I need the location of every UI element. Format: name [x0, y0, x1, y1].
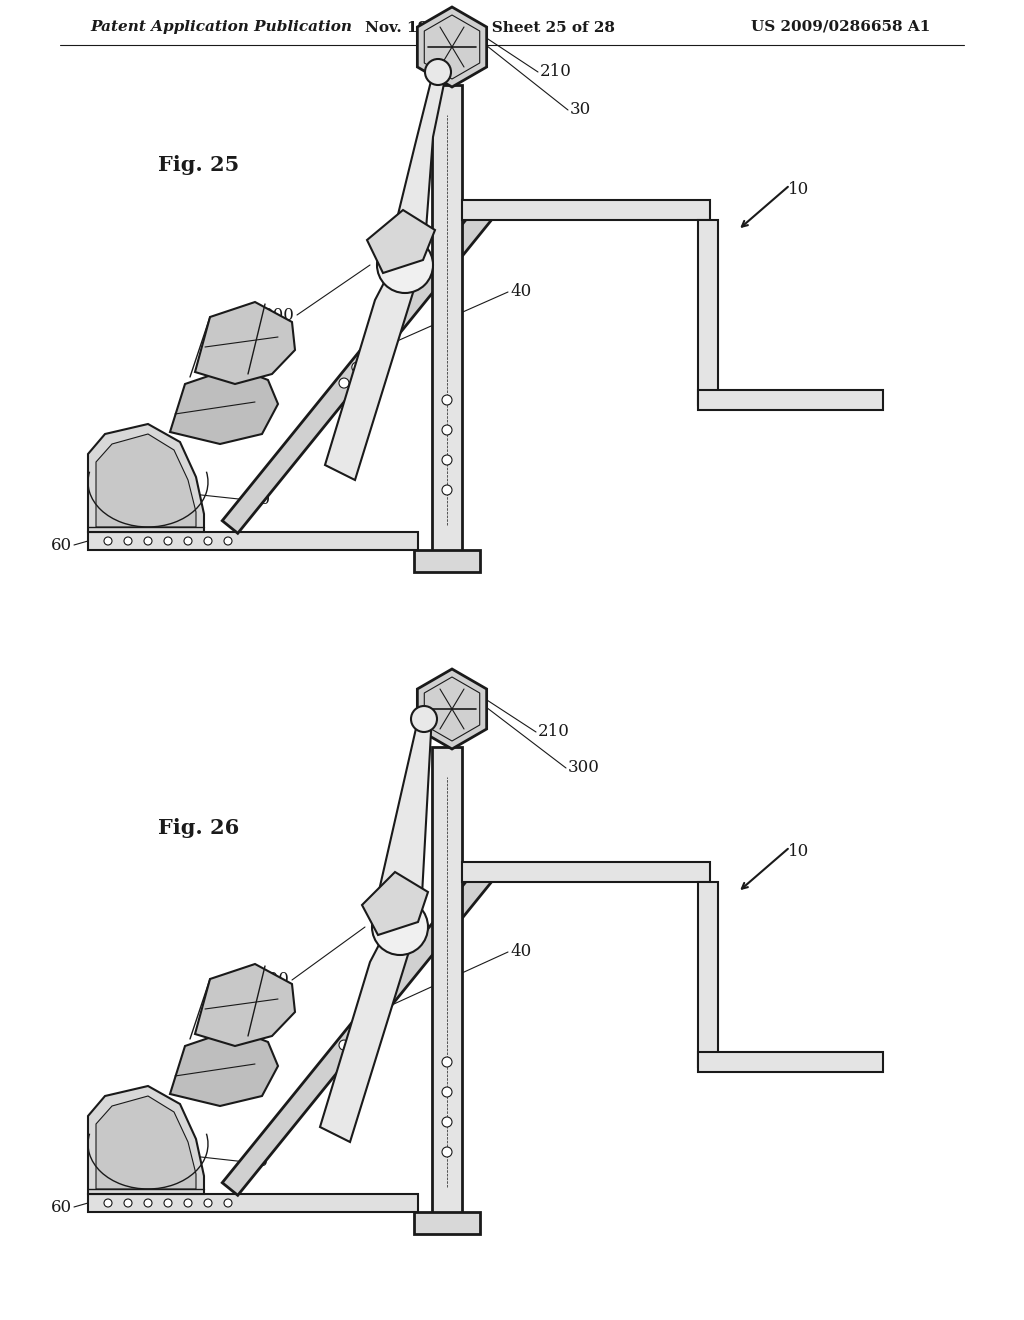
- Polygon shape: [319, 932, 415, 1142]
- Circle shape: [339, 378, 349, 388]
- Text: 30: 30: [570, 102, 591, 119]
- Circle shape: [442, 484, 452, 495]
- Polygon shape: [418, 7, 486, 87]
- Bar: [414, 550, 480, 572]
- Text: 40: 40: [510, 284, 531, 301]
- Circle shape: [352, 362, 361, 372]
- Text: 200: 200: [258, 972, 290, 989]
- Polygon shape: [170, 367, 278, 444]
- Text: 210: 210: [540, 63, 571, 81]
- Circle shape: [365, 346, 375, 356]
- Circle shape: [411, 706, 437, 733]
- Polygon shape: [378, 714, 432, 909]
- Circle shape: [365, 1008, 375, 1018]
- Circle shape: [425, 59, 451, 84]
- Text: 210: 210: [538, 723, 570, 741]
- Circle shape: [204, 1199, 212, 1206]
- Text: Fig. 26: Fig. 26: [158, 818, 240, 838]
- Text: Nov. 19, 2009  Sheet 25 of 28: Nov. 19, 2009 Sheet 25 of 28: [365, 20, 615, 34]
- Circle shape: [104, 537, 112, 545]
- Text: 10: 10: [788, 843, 809, 861]
- Circle shape: [104, 1199, 112, 1206]
- Polygon shape: [418, 669, 486, 748]
- Polygon shape: [96, 1096, 196, 1189]
- Bar: [432, 747, 462, 1217]
- Text: 200: 200: [263, 306, 295, 323]
- Circle shape: [224, 537, 232, 545]
- Polygon shape: [222, 203, 495, 533]
- Polygon shape: [96, 434, 196, 527]
- Circle shape: [442, 395, 452, 405]
- Circle shape: [144, 1199, 152, 1206]
- Circle shape: [224, 1199, 232, 1206]
- Bar: [462, 201, 710, 220]
- Text: 60: 60: [51, 536, 72, 553]
- Bar: [698, 882, 718, 1067]
- Bar: [698, 220, 718, 405]
- Text: 60: 60: [51, 1199, 72, 1216]
- Polygon shape: [362, 873, 428, 935]
- Circle shape: [124, 1199, 132, 1206]
- Circle shape: [442, 1147, 452, 1158]
- Circle shape: [164, 537, 172, 545]
- Circle shape: [124, 537, 132, 545]
- Circle shape: [164, 1199, 172, 1206]
- Text: 300: 300: [568, 759, 600, 776]
- Circle shape: [442, 455, 452, 465]
- Bar: [698, 389, 883, 411]
- Circle shape: [377, 238, 433, 293]
- Polygon shape: [170, 1030, 278, 1106]
- Circle shape: [372, 899, 428, 954]
- Circle shape: [184, 1199, 193, 1206]
- Bar: [88, 1195, 418, 1212]
- Text: Fig. 25: Fig. 25: [158, 154, 240, 176]
- Polygon shape: [88, 424, 204, 532]
- Polygon shape: [325, 271, 420, 480]
- Bar: [432, 84, 462, 554]
- Polygon shape: [393, 69, 447, 247]
- Bar: [88, 532, 418, 550]
- Bar: [462, 862, 710, 882]
- Circle shape: [184, 537, 193, 545]
- Bar: [698, 1052, 883, 1072]
- Circle shape: [442, 1057, 452, 1067]
- Circle shape: [339, 1040, 349, 1049]
- Circle shape: [442, 425, 452, 436]
- Polygon shape: [222, 866, 495, 1196]
- Circle shape: [442, 1086, 452, 1097]
- Bar: [414, 1212, 480, 1234]
- Circle shape: [352, 1024, 361, 1034]
- Polygon shape: [195, 302, 295, 384]
- Circle shape: [204, 537, 212, 545]
- Circle shape: [144, 537, 152, 545]
- Text: 40: 40: [510, 944, 531, 961]
- Text: Patent Application Publication: Patent Application Publication: [90, 20, 352, 34]
- Text: 10: 10: [788, 181, 809, 198]
- Polygon shape: [88, 1086, 204, 1195]
- Text: US 2009/0286658 A1: US 2009/0286658 A1: [751, 20, 930, 34]
- Polygon shape: [195, 964, 295, 1045]
- Polygon shape: [367, 210, 435, 273]
- Text: 50: 50: [248, 1154, 269, 1171]
- Text: 50: 50: [250, 491, 271, 508]
- Circle shape: [442, 1117, 452, 1127]
